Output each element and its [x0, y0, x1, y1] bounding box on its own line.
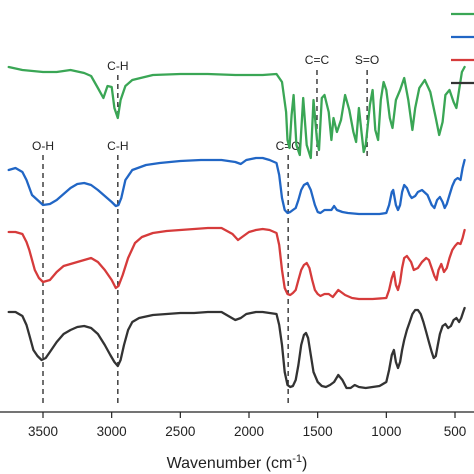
band-label: C-H	[107, 59, 128, 73]
spectrum-series-1	[7, 65, 466, 160]
spectrum-series-4	[7, 306, 466, 390]
x-axis-title-superscript: -1	[292, 453, 302, 465]
x-tick-label: 2000	[234, 424, 264, 439]
spectrum-series-3	[7, 226, 466, 301]
band-label: O-H	[32, 139, 54, 153]
x-tick-label: 2500	[165, 424, 195, 439]
x-tick-label: 3000	[97, 424, 127, 439]
x-axis-ticks: 3500 3000 2500 2000 1500 1000 500	[28, 412, 466, 439]
x-axis-title-close: )	[302, 455, 307, 472]
x-tick-label: 3500	[28, 424, 58, 439]
spectrum-series-2	[7, 156, 466, 216]
x-tick-label: 500	[444, 424, 467, 439]
band-label: C=C	[305, 53, 330, 67]
x-axis-title-main: Wavenumber (cm	[167, 455, 293, 472]
band-label: C-H	[107, 139, 128, 153]
band-label: S=O	[355, 53, 379, 67]
legend	[451, 12, 474, 85]
x-axis-title: Wavenumber (cm-1)	[167, 453, 308, 472]
x-tick-label: 1500	[303, 424, 333, 439]
series-layer	[7, 65, 466, 390]
x-tick-label: 1000	[371, 424, 401, 439]
